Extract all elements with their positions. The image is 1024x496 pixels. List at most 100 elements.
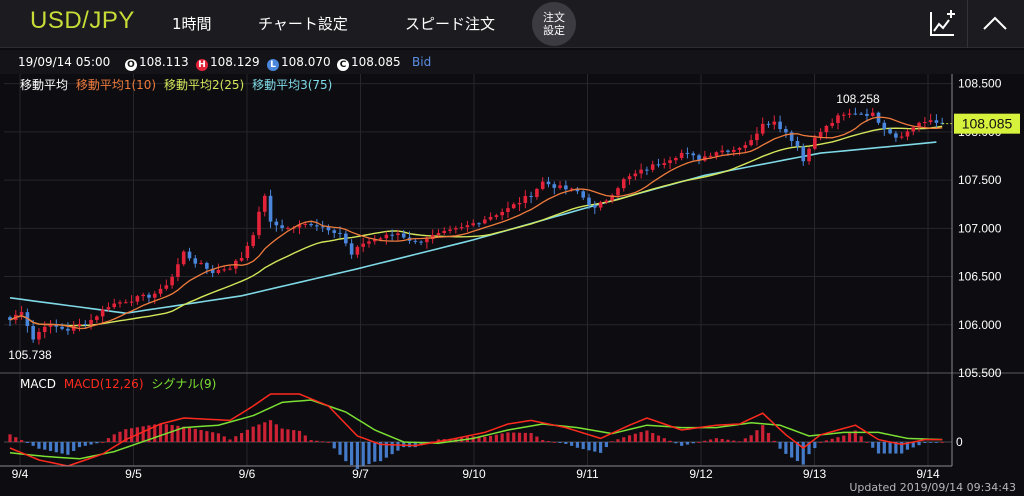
candle-body (847, 113, 852, 115)
candle-body (795, 140, 800, 147)
ma1-series (9, 116, 943, 330)
signal-line (9, 399, 943, 460)
candle-body (181, 251, 186, 265)
candle-body (338, 232, 342, 234)
macd-histogram-bar (373, 442, 377, 462)
macd-histogram-bar (691, 442, 695, 444)
candle-body (147, 294, 151, 298)
time-tick-label: 9/7 (352, 467, 369, 481)
low-value-group: L 108.070 (267, 55, 331, 71)
candle-body (934, 120, 939, 123)
macd-histogram-bar (743, 438, 747, 442)
candle-body (54, 324, 59, 327)
open-value: 108.113 (139, 55, 189, 69)
candle-body (164, 285, 169, 289)
macd-histogram-bar (911, 442, 915, 448)
candle-body (616, 188, 620, 196)
macd-histogram-bar (48, 442, 53, 451)
macd-histogram-bar (263, 422, 267, 442)
candle-body (865, 113, 869, 116)
price-chart[interactable]: 108.500108.000107.500107.000106.500106.0… (0, 74, 1024, 496)
macd-histogram-bar (292, 430, 296, 442)
macd-histogram-bar (332, 442, 336, 449)
macd-histogram-bar (824, 440, 829, 442)
macd-histogram-bar (106, 438, 111, 442)
candle-body (575, 188, 580, 192)
candle-body (355, 246, 360, 255)
candle-body (430, 235, 435, 240)
candle-body (170, 276, 174, 286)
header-divider (967, 0, 968, 48)
signal-line-legend: シグナル(9) (151, 377, 217, 391)
candle-body (135, 296, 140, 302)
macd-histogram-bar (101, 442, 105, 443)
candle-body (251, 235, 255, 246)
macd-histogram-bar (512, 432, 516, 442)
candle-body (471, 223, 476, 226)
candle-body (129, 301, 134, 303)
macd-histogram-bar (129, 428, 134, 442)
macd-histogram-bar (77, 442, 82, 448)
candle-body (303, 223, 308, 225)
candle-body (760, 123, 765, 134)
macd-histogram-bar (830, 438, 834, 442)
candle-body (390, 234, 394, 236)
candle-body (506, 208, 510, 212)
candle-body (830, 123, 834, 126)
macd-histogram-bar (141, 426, 145, 442)
price-tick-label: 108.500 (958, 77, 1002, 91)
candle-body (349, 243, 354, 255)
candle-body (749, 140, 753, 146)
candle-body (923, 122, 927, 124)
candle-body (216, 269, 221, 274)
candle-body (372, 239, 377, 242)
macd-histogram-bar (187, 427, 192, 442)
candle-body (535, 188, 539, 197)
macd-histogram-bar (685, 442, 690, 445)
macd-histogram-bar (766, 432, 771, 442)
candle-body (645, 169, 649, 171)
candle-body (367, 241, 371, 244)
candle-body (853, 113, 858, 115)
timeframe-button[interactable]: 1時間 (172, 15, 212, 33)
macd-histogram-bar (72, 442, 76, 451)
candle-body (674, 157, 678, 161)
chart-pen-icon[interactable] (926, 8, 958, 40)
macd-histogram-bar (535, 436, 539, 442)
low-badge-icon: L (267, 59, 279, 71)
macd-histogram-bar (761, 425, 765, 442)
speed-order-button[interactable]: スピード注文 (405, 15, 496, 33)
macd-histogram-bar (268, 420, 273, 442)
ma3-line (9, 141, 937, 315)
candle-body (529, 195, 533, 197)
candle-body (228, 268, 232, 270)
candle-body (928, 120, 933, 123)
macd-histogram-bar (523, 432, 527, 442)
chart-settings-button[interactable]: チャート設定 (258, 15, 348, 33)
macd-histogram-bar (280, 428, 284, 442)
order-settings-button[interactable]: 注文 設定 (532, 2, 576, 46)
candle-body (332, 230, 337, 233)
time-tick-label: 9/12 (689, 467, 713, 481)
macd-histogram-bar (593, 442, 597, 452)
candle-body (37, 331, 41, 340)
bar-datetime: 19/09/14 05:00 (18, 55, 111, 69)
candle-body (813, 137, 817, 149)
macd-histogram-bar (795, 442, 800, 462)
time-tick-label: 9/5 (125, 467, 142, 481)
candle-body (413, 240, 418, 242)
macd-histogram-bar (517, 432, 522, 442)
macd-histogram-bar (558, 442, 562, 443)
macd-histogram-bar (772, 440, 776, 442)
macd-histogram-bar (350, 442, 354, 466)
candle-body (564, 185, 568, 190)
symbol-selector[interactable]: USD/JPY (30, 7, 135, 34)
candle-body (593, 205, 597, 208)
macd-histogram-bar (321, 441, 325, 443)
chevron-up-icon[interactable] (979, 8, 1011, 40)
candle-body (517, 202, 522, 205)
ma3-series (9, 141, 937, 315)
app-header: USD/JPY 1時間 チャート設定 スピード注文 注文 設定 (0, 0, 1024, 48)
time-tick-label: 9/10 (462, 467, 486, 481)
macd-histogram-bar (170, 425, 174, 442)
